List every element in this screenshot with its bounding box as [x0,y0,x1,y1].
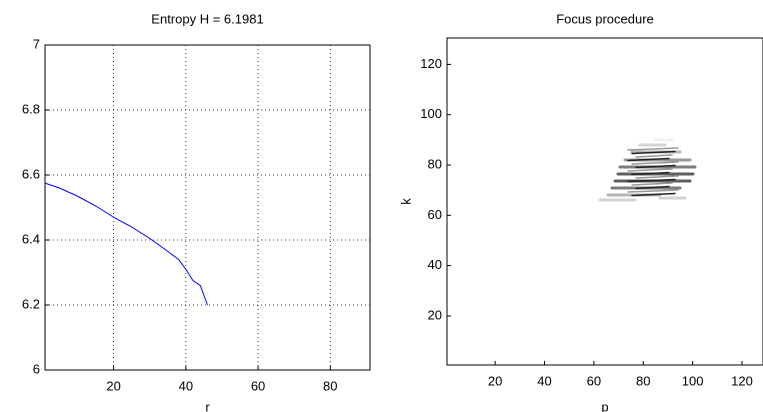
y-tick-label: 100 [420,106,442,121]
y-tick-label: 6.4 [22,231,40,246]
chart-title: Focus procedure [556,11,654,26]
x-tick-label: 40 [537,373,551,388]
chart-title: Entropy H = 6.1981 [151,11,263,26]
y-tick-label: 7 [33,36,40,51]
x-tick-label: 20 [106,378,120,393]
y-tick-label: 40 [428,257,442,272]
y-tick-label: 6 [33,361,40,376]
y-tick-label: 6.2 [22,296,40,311]
x-tick-label: 80 [636,373,650,388]
y-tick-label: 6.6 [22,166,40,181]
x-tick-label: 60 [587,373,601,388]
axes-box [45,45,370,370]
y-tick-label: 120 [420,56,442,71]
y-tick-label: 60 [428,207,442,222]
x-tick-label: 20 [488,373,502,388]
y-axis-label: k [398,198,413,205]
x-axis-label: p [601,399,608,412]
x-tick-label: 120 [731,373,753,388]
figure: Entropy H = 6.1981 20 40 60 80 6 6.2 6.4 6.6 6.8 7… [0,0,763,412]
y-tick-label: 80 [428,156,442,171]
x-axis-label: r [205,399,210,412]
y-tick-label: 20 [428,307,442,322]
x-tick-label: 40 [179,378,193,393]
x-tick-label: 100 [682,373,704,388]
x-tick-label: 60 [251,378,265,393]
y-tick-label: 6.8 [22,101,40,116]
x-tick-label: 80 [323,378,337,393]
